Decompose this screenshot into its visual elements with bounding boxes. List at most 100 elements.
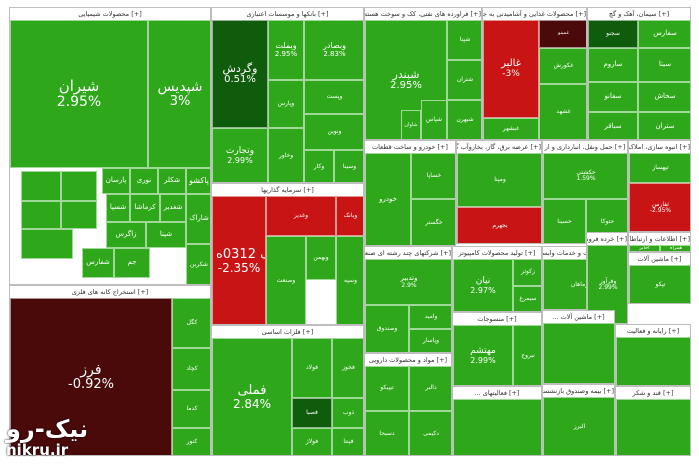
sector-group[interactable]: [+] سرمایه گذاریهاسک 0312ه 01-2.35%وغدیر… bbox=[211, 183, 364, 325]
stock-tile[interactable]: تپهساز bbox=[629, 153, 690, 183]
stock-tile[interactable]: سیمرغ bbox=[513, 286, 541, 311]
stock-tile[interactable]: شپنا bbox=[447, 20, 481, 60]
stock-tile[interactable]: شپنا bbox=[146, 222, 186, 248]
stock-tile[interactable]: وپارس bbox=[268, 80, 304, 128]
stock-tile[interactable]: مهتشم 2.99% bbox=[453, 325, 513, 385]
stock-tile[interactable]: خودرو bbox=[365, 153, 411, 245]
stock-tile[interactable] bbox=[453, 399, 541, 455]
stock-tile[interactable]: سفانو bbox=[588, 82, 638, 112]
stock-tile[interactable]: غالبر -3% bbox=[483, 20, 539, 118]
stock-tile[interactable]: تیپیکو bbox=[365, 366, 409, 411]
stock-tile[interactable]: وامید bbox=[409, 305, 451, 329]
stock-tile[interactable]: کدما bbox=[172, 390, 210, 428]
sector-group[interactable]: [+] فلزات اساسی فملی 2.84% فولاد فخوز فصبا فول… bbox=[211, 325, 364, 456]
stock-tile[interactable]: کرماشا bbox=[130, 194, 160, 222]
stock-tile[interactable]: شفارس bbox=[82, 248, 114, 278]
stock-tile[interactable]: نبروج bbox=[513, 325, 541, 385]
stock-tile[interactable] bbox=[543, 323, 614, 383]
sector-group[interactable]: [+] منسوجات مهتشم 2.99% نبروج bbox=[452, 312, 542, 386]
stock-tile[interactable]: سک 0312ه 01-2.35% bbox=[212, 196, 266, 324]
stock-tile[interactable]: سخاش bbox=[638, 82, 690, 112]
stock-tile[interactable]: شکلر bbox=[158, 168, 186, 194]
stock-tile[interactable]: غشهد bbox=[539, 84, 586, 139]
stock-tile[interactable]: دسبحا bbox=[365, 411, 409, 455]
sector-group[interactable]: [+] فعالیتهای ... bbox=[452, 386, 542, 456]
stock-tile[interactable]: فصبا bbox=[292, 398, 332, 428]
stock-tile[interactable]: سباقر bbox=[588, 112, 638, 139]
stock-tile[interactable] bbox=[61, 201, 97, 229]
stock-tile[interactable]: شغدیر bbox=[160, 194, 186, 222]
stock-tile[interactable]: دکیمی bbox=[409, 411, 451, 455]
stock-tile[interactable]: سیتا bbox=[638, 48, 690, 82]
stock-tile[interactable]: شتران bbox=[447, 60, 481, 100]
stock-tile[interactable]: شکربن bbox=[186, 244, 210, 284]
stock-tile[interactable]: پاکشو bbox=[186, 168, 210, 194]
sector-group[interactable]: [+] استخراج کانه های فلزی فرز -0.92% کگل کچا… bbox=[9, 285, 211, 456]
sector-group[interactable]: [+] رایانه و فعالیت bbox=[615, 324, 691, 386]
stock-tile[interactable]: حکشتی 1.59% bbox=[543, 153, 627, 199]
stock-tile[interactable]: وبصادر 2.83% bbox=[304, 20, 363, 80]
stock-tile[interactable]: فخوز bbox=[332, 338, 363, 398]
stock-tile[interactable] bbox=[616, 399, 690, 455]
stock-tile[interactable]: ونوین bbox=[304, 114, 363, 150]
stock-tile[interactable]: شسپا bbox=[106, 194, 130, 222]
stock-tile[interactable] bbox=[61, 171, 97, 201]
sector-group[interactable]: [+] مواد و محصولات دارویی تیپیکو دالبر دسبح… bbox=[364, 353, 452, 456]
sector-group[interactable]: [+] عرضه برق، گاز، بخاروآب گرم ومپنا بجهرم bbox=[456, 140, 542, 244]
stock-tile[interactable]: وسپه bbox=[336, 236, 363, 324]
sector-group[interactable]: [+] بانکها و موسسات اعتباری وگردش 0.51% وبم… bbox=[211, 7, 364, 183]
sector-group[interactable]: [+] تولید محصولات کامپیوتر نیان 2.97% زکوثر… bbox=[452, 246, 542, 312]
stock-tile[interactable]: ثفارس -2.95% bbox=[629, 183, 690, 231]
stock-tile[interactable]: فرز -0.92% bbox=[10, 298, 172, 455]
stock-tile[interactable] bbox=[21, 201, 61, 229]
stock-tile[interactable]: زکوثر bbox=[513, 259, 541, 286]
stock-tile[interactable]: ستران bbox=[638, 112, 690, 139]
stock-tile[interactable]: شپدیس 3% bbox=[148, 20, 210, 168]
stock-tile[interactable]: وخاور bbox=[268, 128, 304, 182]
stock-tile[interactable]: وتجارت 2.99% bbox=[212, 128, 268, 182]
stock-tile[interactable]: ذوب bbox=[332, 398, 363, 428]
stock-tile[interactable]: وپست bbox=[304, 80, 363, 114]
stock-tile[interactable]: وبهمن bbox=[306, 236, 336, 280]
stock-tile[interactable]: وتدبیر 2.9% bbox=[365, 259, 451, 305]
stock-tile[interactable]: پارسان bbox=[102, 168, 130, 194]
sector-group[interactable]: [+] شرکتهای چند رشته ای صنعتی وتدبیر 2.9% و… bbox=[364, 246, 452, 353]
sector-group[interactable]: [+] اطلاعات و ارتباطات اخابر همراه bbox=[628, 232, 691, 252]
stock-tile[interactable]: کچاد bbox=[172, 348, 210, 390]
sector-group[interactable]: [+] سیمان، آهک و گچ سجنو سفارس ساروم سیتا سفا… bbox=[587, 7, 691, 140]
stock-tile[interactable]: خساپا bbox=[411, 153, 455, 199]
stock-tile[interactable]: سجنو bbox=[588, 20, 638, 48]
sector-group[interactable]: [+] محصولات غذایی و آشامیدنی به جز قندغا… bbox=[482, 7, 587, 140]
stock-tile[interactable]: شاوان bbox=[401, 110, 421, 139]
stock-tile[interactable]: غکورش bbox=[539, 48, 586, 84]
stock-tile[interactable]: وبانک bbox=[336, 196, 363, 236]
sector-group[interactable]: [+] ماشین آلات تپکو bbox=[628, 252, 691, 304]
stock-tile[interactable]: نوری bbox=[130, 168, 158, 194]
stock-tile[interactable]: سفارس bbox=[638, 20, 690, 48]
stock-tile[interactable]: وغدیر bbox=[266, 196, 336, 236]
sector-group[interactable]: [+] حمل ونقل، انبارداری و ار حکشتی 1.59% حس… bbox=[542, 140, 628, 244]
stock-tile[interactable]: فپنتا bbox=[332, 428, 363, 455]
stock-tile[interactable]: شیران 2.95% bbox=[10, 20, 148, 168]
stock-tile[interactable]: بجهرم bbox=[457, 207, 541, 243]
stock-tile[interactable]: دالبر bbox=[409, 366, 451, 411]
sector-group[interactable]: [+] بیمه وصندوق بازنشستگیالبرز bbox=[542, 384, 615, 456]
stock-tile[interactable]: جم bbox=[114, 248, 150, 278]
stock-tile[interactable]: البرز bbox=[543, 397, 614, 455]
sector-group[interactable]: [+] قند و شکر bbox=[615, 386, 691, 456]
stock-tile[interactable]: وپاسار bbox=[409, 329, 451, 352]
stock-tile[interactable]: فولاژ bbox=[292, 428, 332, 455]
stock-tile[interactable]: زاگرس bbox=[106, 222, 146, 248]
stock-tile[interactable]: شبهرن bbox=[447, 100, 481, 139]
stock-tile[interactable]: اخابر bbox=[629, 245, 660, 251]
stock-tile[interactable]: کنور bbox=[172, 428, 210, 455]
stock-tile[interactable]: وبملت 2.95% bbox=[268, 20, 304, 80]
stock-tile[interactable]: کگل bbox=[172, 298, 210, 348]
stock-tile[interactable]: حسینا bbox=[543, 199, 586, 243]
stock-tile[interactable]: فولاد bbox=[292, 338, 332, 398]
stock-tile[interactable] bbox=[21, 229, 73, 259]
stock-tile[interactable]: خگستر bbox=[411, 199, 455, 245]
stock-tile[interactable]: وصنعت bbox=[266, 236, 306, 324]
sector-group[interactable]: [+] فراورده های نفتی، کک و سوخت هسته ای ش… bbox=[364, 7, 482, 140]
stock-tile[interactable]: غبشهر bbox=[483, 118, 539, 139]
